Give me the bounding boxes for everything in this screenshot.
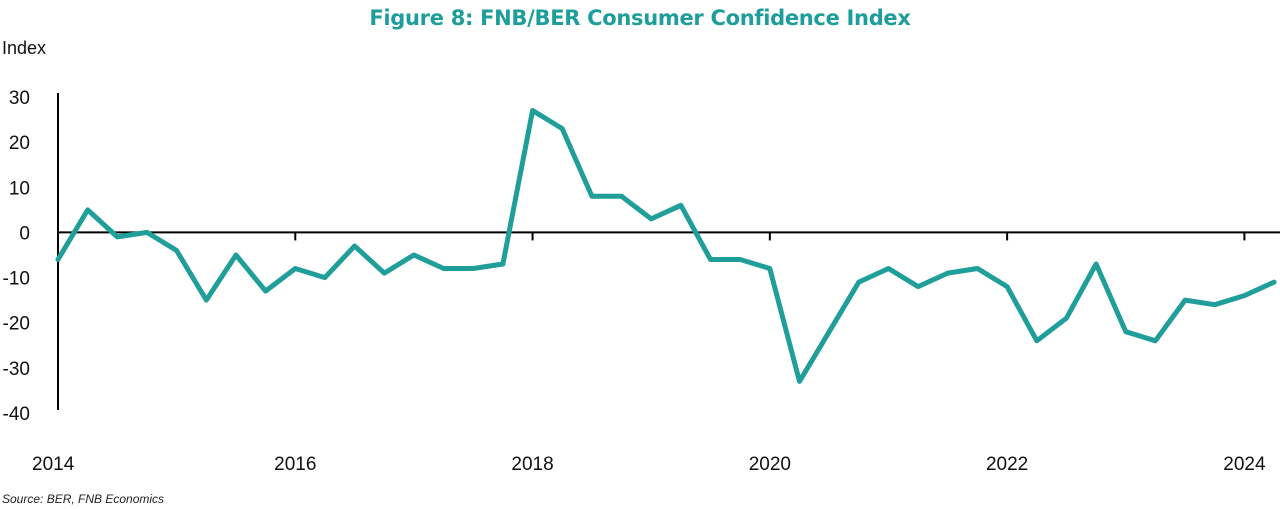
x-tick-label: 2018 [511, 454, 553, 475]
series-group [55, 108, 1277, 384]
axes [57, 93, 1280, 410]
x-tick-label: 2022 [986, 454, 1028, 475]
y-tick-label: 0 [19, 223, 30, 244]
y-tick-label: -20 [3, 314, 30, 335]
y-tick-label: -30 [3, 359, 30, 380]
y-tick-label: 10 [9, 178, 30, 199]
chart-title: Figure 8: FNB/BER Consumer Confidence In… [369, 6, 911, 30]
y-tick-label: 30 [9, 88, 30, 109]
x-tick-label: 2020 [749, 454, 791, 475]
source-note: Source: BER, FNB Economics [2, 492, 165, 506]
x-tick-label: 2014 [32, 454, 75, 475]
y-axis-label: Index [2, 38, 47, 58]
x-tick-labels: 2014 2016 2018 2020 2022 2024 [32, 454, 1266, 475]
y-tick-label: -10 [3, 269, 30, 290]
y-tick-label: 20 [9, 133, 30, 154]
y-tick-labels: 30 20 10 0 -10 -20 -30 -40 [3, 88, 30, 425]
x-tick-label: 2024 [1223, 454, 1266, 475]
x-tick-label: 2016 [274, 454, 316, 475]
series-line [55, 108, 1277, 384]
y-tick-label: -40 [3, 404, 30, 425]
